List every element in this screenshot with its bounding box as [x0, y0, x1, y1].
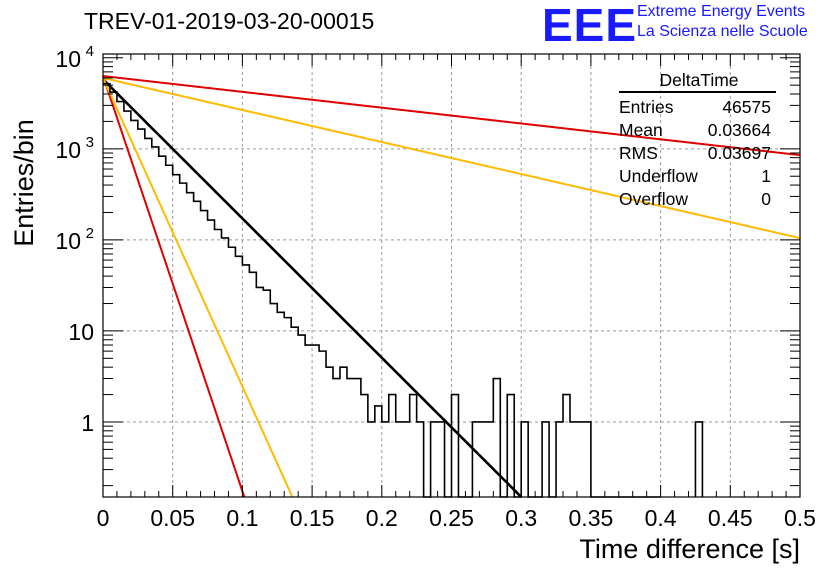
stats-value: 0: [761, 189, 771, 209]
y-tick-label: 1: [81, 410, 94, 436]
stats-row-rms: RMS 0.03697: [611, 142, 781, 165]
y-tick-exponent: 4: [86, 43, 94, 60]
stats-label: RMS: [619, 143, 658, 163]
eee-logo: EEE: [542, 0, 638, 51]
x-tick-label: 0.45: [708, 505, 753, 531]
x-tick-label: 0.1: [226, 505, 258, 531]
x-tick-label: 0.2: [366, 505, 398, 531]
stats-label: Entries: [619, 97, 674, 117]
y-tick-label: 10: [55, 228, 81, 254]
x-tick-label: 0.25: [429, 505, 474, 531]
fit-curve-5: [102, 77, 294, 498]
y-tick-label: 10: [55, 46, 81, 72]
fit-curve-1: [102, 78, 523, 498]
x-axis-label: Time difference [s]: [579, 534, 800, 564]
stats-row-overflow: Overflow 0: [611, 188, 781, 211]
logo-subtitle-line1: Extreme Energy Events: [637, 3, 806, 20]
stats-title-underline: [619, 91, 776, 93]
stats-label: Overflow: [619, 189, 689, 209]
x-tick-label: 0.05: [150, 505, 195, 531]
plot-title: TREV-01-2019-03-20-00015: [84, 8, 375, 34]
fit-curve-2: [102, 75, 801, 157]
plot-frame: [102, 53, 801, 498]
fit-curves: [102, 75, 801, 498]
stats-value: 1: [761, 166, 771, 186]
stats-label: Mean: [619, 120, 663, 140]
stats-title: DeltaTime: [659, 70, 739, 90]
stats-row-mean: Mean 0.03664: [611, 119, 781, 142]
y-tick-exponent: 2: [86, 225, 94, 242]
stats-row-entries: Entries 46575: [611, 96, 781, 119]
y-tick-exponent: 3: [86, 134, 94, 151]
x-tick-label: 0: [97, 505, 110, 531]
y-tick-label: 10: [55, 137, 81, 163]
x-tick-label: 0.3: [505, 505, 537, 531]
y-tick-label: 10: [68, 319, 94, 345]
fit-curve-3: [102, 76, 801, 240]
stats-value: 46575: [722, 97, 771, 117]
stats-value: 0.03697: [707, 143, 771, 163]
stats-label: Underflow: [619, 166, 698, 186]
stats-row-underflow: Underflow 1: [611, 165, 781, 188]
x-tick-label: 0.35: [569, 505, 614, 531]
x-tick-label: 0.15: [290, 505, 335, 531]
x-tick-label: 0.4: [645, 505, 677, 531]
fit-curve-4: [102, 75, 246, 498]
logo-subtitle-line2: La Scienza nelle Scuole: [637, 23, 808, 40]
x-axis-ticks: 0 0.05 0.1 0.15 0.2 0.25 0.3 0.35 0.4 0.45 0.5: [97, 54, 816, 531]
y-axis-label: Entries/bin: [9, 119, 39, 247]
stats-value: 0.03664: [707, 120, 771, 140]
stats-box: DeltaTime Entries 46575 Mean 0.03664 RMS 0.…: [611, 70, 781, 211]
x-tick-label: 0.5: [784, 505, 816, 531]
